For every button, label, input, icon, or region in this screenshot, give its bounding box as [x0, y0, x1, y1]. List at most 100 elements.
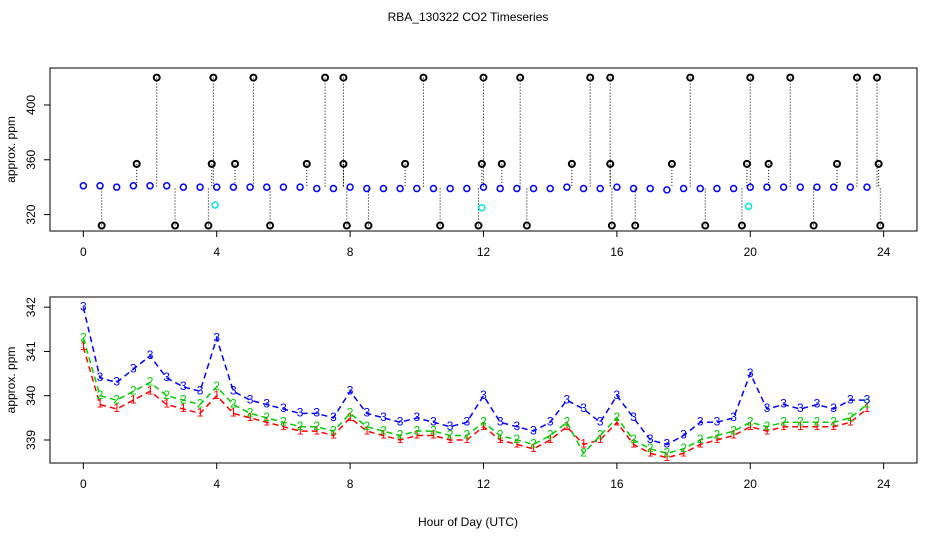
point [746, 73, 755, 82]
point [586, 73, 595, 82]
point-glyph: 2 [180, 392, 187, 406]
x-tick-label: 20 [744, 245, 758, 259]
point-glyph: 1 [630, 437, 637, 451]
point-glyph: 2 [213, 379, 220, 393]
point [231, 159, 240, 168]
point-glyph: 1 [97, 397, 104, 411]
point [746, 183, 755, 191]
point-glyph: 2 [714, 428, 721, 442]
point [763, 183, 771, 191]
x-axis-label: Hour of Day (UTC) [418, 515, 518, 529]
point [579, 184, 588, 193]
point-glyph: 3 [580, 401, 587, 415]
x-tick-label: 8 [347, 245, 354, 259]
point-glyph: 1 [163, 397, 170, 411]
point-glyph: 1 [697, 437, 704, 451]
point-glyph: 3 [147, 348, 154, 362]
point-glyph: 3 [230, 383, 237, 397]
point [363, 184, 371, 193]
y-tick-label: 341 [24, 341, 38, 361]
point-glyph: 2 [480, 414, 487, 428]
point-glyph: 1 [864, 401, 871, 415]
point [764, 159, 773, 168]
y-tick-label: 400 [24, 95, 38, 115]
x-tick-label: 12 [477, 245, 491, 259]
point-glyph: 1 [213, 388, 220, 402]
point-glyph: 2 [514, 432, 521, 446]
point [686, 73, 695, 82]
point [249, 73, 258, 82]
point-glyph: 3 [847, 392, 854, 406]
point-glyph: 3 [647, 432, 654, 446]
point-glyph: 1 [830, 419, 837, 433]
point-glyph: 2 [263, 410, 270, 424]
point [529, 184, 538, 193]
point-glyph: 1 [380, 428, 387, 442]
point-glyph: 1 [280, 419, 287, 433]
point-glyph: 1 [547, 432, 554, 446]
x-tick-label: 4 [213, 245, 220, 259]
point-glyph: 1 [797, 419, 804, 433]
point-glyph: 3 [397, 414, 404, 428]
point [429, 184, 438, 193]
point-glyph: 3 [113, 375, 120, 389]
point-glyph: 1 [313, 423, 320, 437]
point-glyph: 1 [430, 428, 437, 442]
point-glyph: 2 [430, 423, 437, 437]
point [479, 73, 488, 82]
point-glyph: 2 [497, 428, 504, 442]
point-glyph: 3 [447, 419, 454, 433]
point-glyph: 3 [197, 383, 204, 397]
point-glyph: 2 [864, 397, 871, 411]
point [729, 184, 738, 193]
point [419, 73, 428, 82]
point [171, 221, 180, 230]
point-glyph: 1 [130, 392, 137, 406]
point-glyph: 1 [263, 414, 270, 428]
point [679, 184, 688, 193]
point [786, 73, 795, 82]
point [813, 183, 821, 191]
point [146, 182, 154, 190]
point [96, 182, 104, 190]
point [701, 221, 710, 230]
point-glyph: 2 [447, 428, 454, 442]
point-glyph: 2 [230, 397, 237, 411]
point [211, 201, 219, 209]
point-glyph: 3 [297, 406, 304, 420]
point [204, 221, 213, 230]
point-glyph: 3 [664, 437, 671, 451]
point [446, 184, 454, 193]
point-glyph: 3 [514, 419, 521, 433]
point-glyph: 2 [797, 414, 804, 428]
point-glyph: 1 [597, 432, 604, 446]
point-glyph: 1 [197, 406, 204, 420]
point-glyph: 1 [363, 423, 370, 437]
x-tick-label: 16 [610, 477, 624, 491]
point-glyph: 1 [514, 437, 521, 451]
point-glyph: 1 [747, 419, 754, 433]
point-glyph: 3 [130, 361, 137, 375]
point-glyph: 3 [530, 423, 537, 437]
point-glyph: 2 [580, 445, 587, 459]
point [279, 183, 288, 191]
point [179, 183, 188, 191]
point-glyph: 3 [564, 392, 571, 406]
point [863, 183, 871, 191]
point [329, 184, 338, 193]
x-tick-label: 20 [744, 477, 758, 491]
point-glyph: 1 [680, 445, 687, 459]
point [401, 159, 410, 168]
point [162, 182, 171, 190]
point-glyph: 3 [830, 401, 837, 415]
point [296, 183, 304, 191]
point [546, 184, 554, 193]
point [596, 184, 604, 193]
point-glyph: 2 [680, 441, 687, 455]
point-glyph: 1 [614, 414, 621, 428]
point-glyph: 2 [830, 414, 837, 428]
point-glyph: 2 [630, 432, 637, 446]
point-glyph: 1 [147, 383, 154, 397]
point-glyph: 3 [597, 414, 604, 428]
point-glyph: 3 [80, 299, 87, 313]
